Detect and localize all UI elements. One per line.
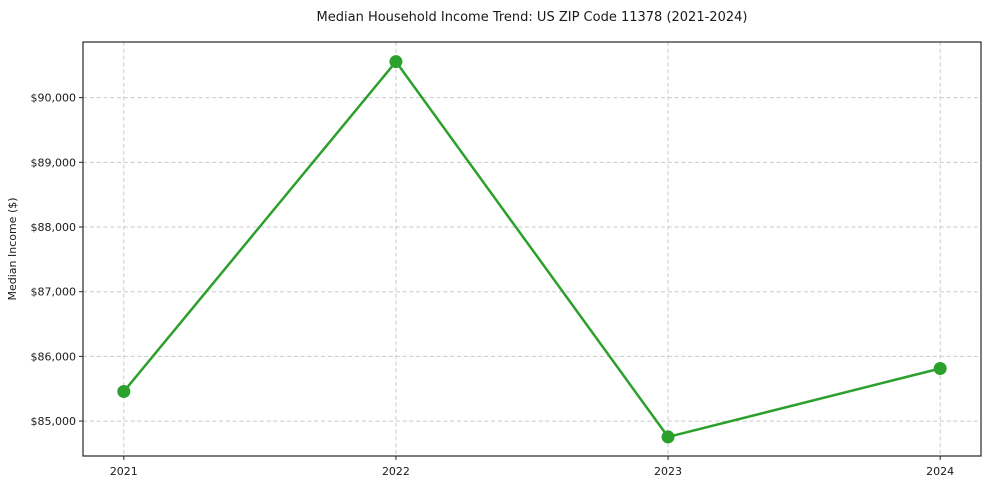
- label-layer: Median Household Income Trend: US ZIP Co…: [6, 10, 954, 478]
- series-layer: [117, 55, 947, 444]
- data-point-marker: [117, 385, 131, 399]
- grid-layer: [83, 42, 981, 456]
- y-tick-label: $85,000: [31, 415, 77, 428]
- chart-title: Median Household Income Trend: US ZIP Co…: [317, 10, 748, 25]
- x-tick-label: 2022: [382, 465, 410, 478]
- y-axis-label: Median Income ($): [6, 197, 19, 300]
- y-tick-label: $90,000: [31, 92, 77, 105]
- x-tick-label: 2024: [926, 465, 954, 478]
- data-point-marker: [661, 430, 675, 444]
- series-line: [122, 60, 942, 439]
- y-tick-label: $88,000: [31, 221, 77, 234]
- y-tick-label: $89,000: [31, 156, 77, 169]
- data-point-marker: [389, 55, 403, 69]
- plot-border: [82, 41, 982, 457]
- y-tick-label: $86,000: [31, 350, 77, 363]
- axes-layer: [79, 41, 982, 460]
- y-tick-label: $87,000: [31, 286, 77, 299]
- x-tick-label: 2021: [110, 465, 138, 478]
- data-point-marker: [933, 361, 947, 375]
- x-tick-label: 2023: [654, 465, 682, 478]
